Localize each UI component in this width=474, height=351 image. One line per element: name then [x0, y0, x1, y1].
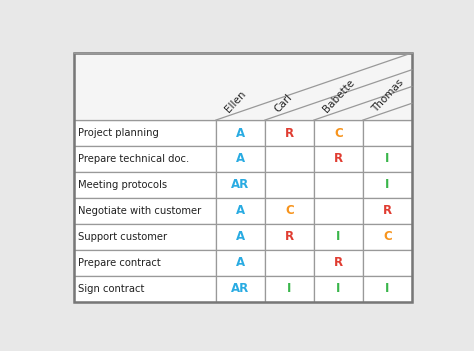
Bar [363, 198, 412, 224]
Text: I: I [385, 178, 390, 191]
Bar [363, 146, 412, 172]
Text: C: C [383, 230, 392, 243]
Bar [363, 276, 412, 302]
Text: I: I [385, 152, 390, 165]
Bar [265, 224, 314, 250]
Text: I: I [336, 282, 341, 295]
Text: A: A [236, 152, 245, 165]
Bar [216, 120, 265, 146]
Bar [216, 172, 265, 198]
Bar [74, 224, 216, 250]
Bar [363, 224, 412, 250]
Bar [314, 224, 363, 250]
Bar [74, 53, 412, 120]
Text: A: A [236, 256, 245, 269]
Text: R: R [334, 152, 343, 165]
Text: Carl: Carl [272, 92, 294, 115]
Bar [363, 172, 412, 198]
Bar [265, 250, 314, 276]
Text: Project planning: Project planning [78, 128, 159, 138]
Bar [74, 250, 216, 276]
Bar [363, 120, 412, 146]
Text: Sign contract: Sign contract [78, 284, 145, 294]
Bar [74, 198, 216, 224]
Bar [265, 172, 314, 198]
Text: Thomas: Thomas [370, 78, 406, 115]
Text: C: C [285, 204, 294, 217]
Text: A: A [236, 126, 245, 140]
Bar [216, 146, 265, 172]
Bar [265, 198, 314, 224]
Bar [74, 120, 216, 146]
Text: I: I [287, 282, 292, 295]
Text: R: R [285, 230, 294, 243]
Text: I: I [385, 282, 390, 295]
Bar [314, 146, 363, 172]
Bar [74, 146, 216, 172]
Text: R: R [334, 256, 343, 269]
Bar [314, 120, 363, 146]
Text: Prepare technical doc.: Prepare technical doc. [78, 154, 190, 164]
Text: Prepare contract: Prepare contract [78, 258, 161, 268]
Text: Negotiate with customer: Negotiate with customer [78, 206, 201, 216]
Text: I: I [336, 230, 341, 243]
Text: A: A [236, 230, 245, 243]
Text: C: C [334, 126, 343, 140]
Bar [363, 250, 412, 276]
Text: AR: AR [231, 282, 249, 295]
Bar [216, 198, 265, 224]
Text: R: R [285, 126, 294, 140]
Bar [74, 276, 216, 302]
Text: AR: AR [231, 178, 249, 191]
Bar [314, 172, 363, 198]
Bar [265, 120, 314, 146]
Bar [314, 250, 363, 276]
Bar [216, 276, 265, 302]
Text: Support customer: Support customer [78, 232, 167, 242]
Bar [265, 276, 314, 302]
Text: Meeting protocols: Meeting protocols [78, 180, 167, 190]
Text: Ellen: Ellen [223, 89, 248, 115]
Bar [216, 250, 265, 276]
Text: A: A [236, 204, 245, 217]
Bar [314, 276, 363, 302]
Text: R: R [383, 204, 392, 217]
Bar [216, 224, 265, 250]
Text: Babette: Babette [321, 78, 356, 115]
Bar [314, 198, 363, 224]
Bar [74, 172, 216, 198]
Bar [265, 146, 314, 172]
